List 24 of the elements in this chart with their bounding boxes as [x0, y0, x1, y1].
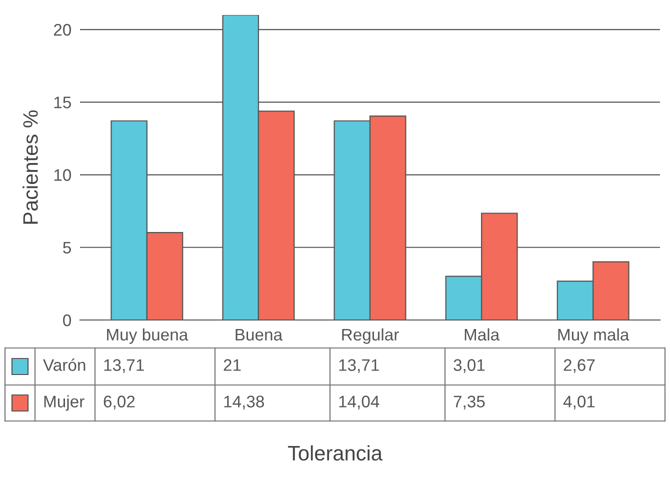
data-label: 6,02 — [104, 396, 135, 410]
data-label: 13,71 — [339, 359, 379, 373]
x-tick-label: Buena — [236, 328, 283, 341]
data-label: 7,35 — [454, 396, 485, 410]
x-tick-label: Muy mala — [558, 328, 630, 344]
x-tick-label: Muy buena — [107, 328, 188, 344]
data-label: 14,04 — [339, 396, 380, 410]
x-tick-label: Regular — [342, 328, 399, 344]
data-label: 2,67 — [564, 359, 595, 373]
y-tick-label: 20 — [54, 24, 72, 36]
x-tick-label: Mala — [464, 328, 500, 341]
data-label: 13,71 — [104, 359, 144, 373]
data-label: 3,01 — [454, 359, 485, 373]
data-label: 21 — [224, 359, 241, 371]
data-label: 14,38 — [224, 396, 264, 410]
y-tick-label: 15 — [54, 96, 71, 108]
y-axis-title: Pacientes % — [22, 110, 38, 224]
y-tick-label: 0 — [63, 314, 72, 326]
data-label: 4,01 — [563, 396, 595, 410]
legend-label: Varón — [43, 358, 86, 371]
y-tick-label: 5 — [63, 242, 71, 254]
x-axis-title: Tolerancia — [288, 445, 382, 461]
legend-label: Mujer — [44, 395, 84, 411]
y-tick-label: 10 — [54, 169, 72, 181]
